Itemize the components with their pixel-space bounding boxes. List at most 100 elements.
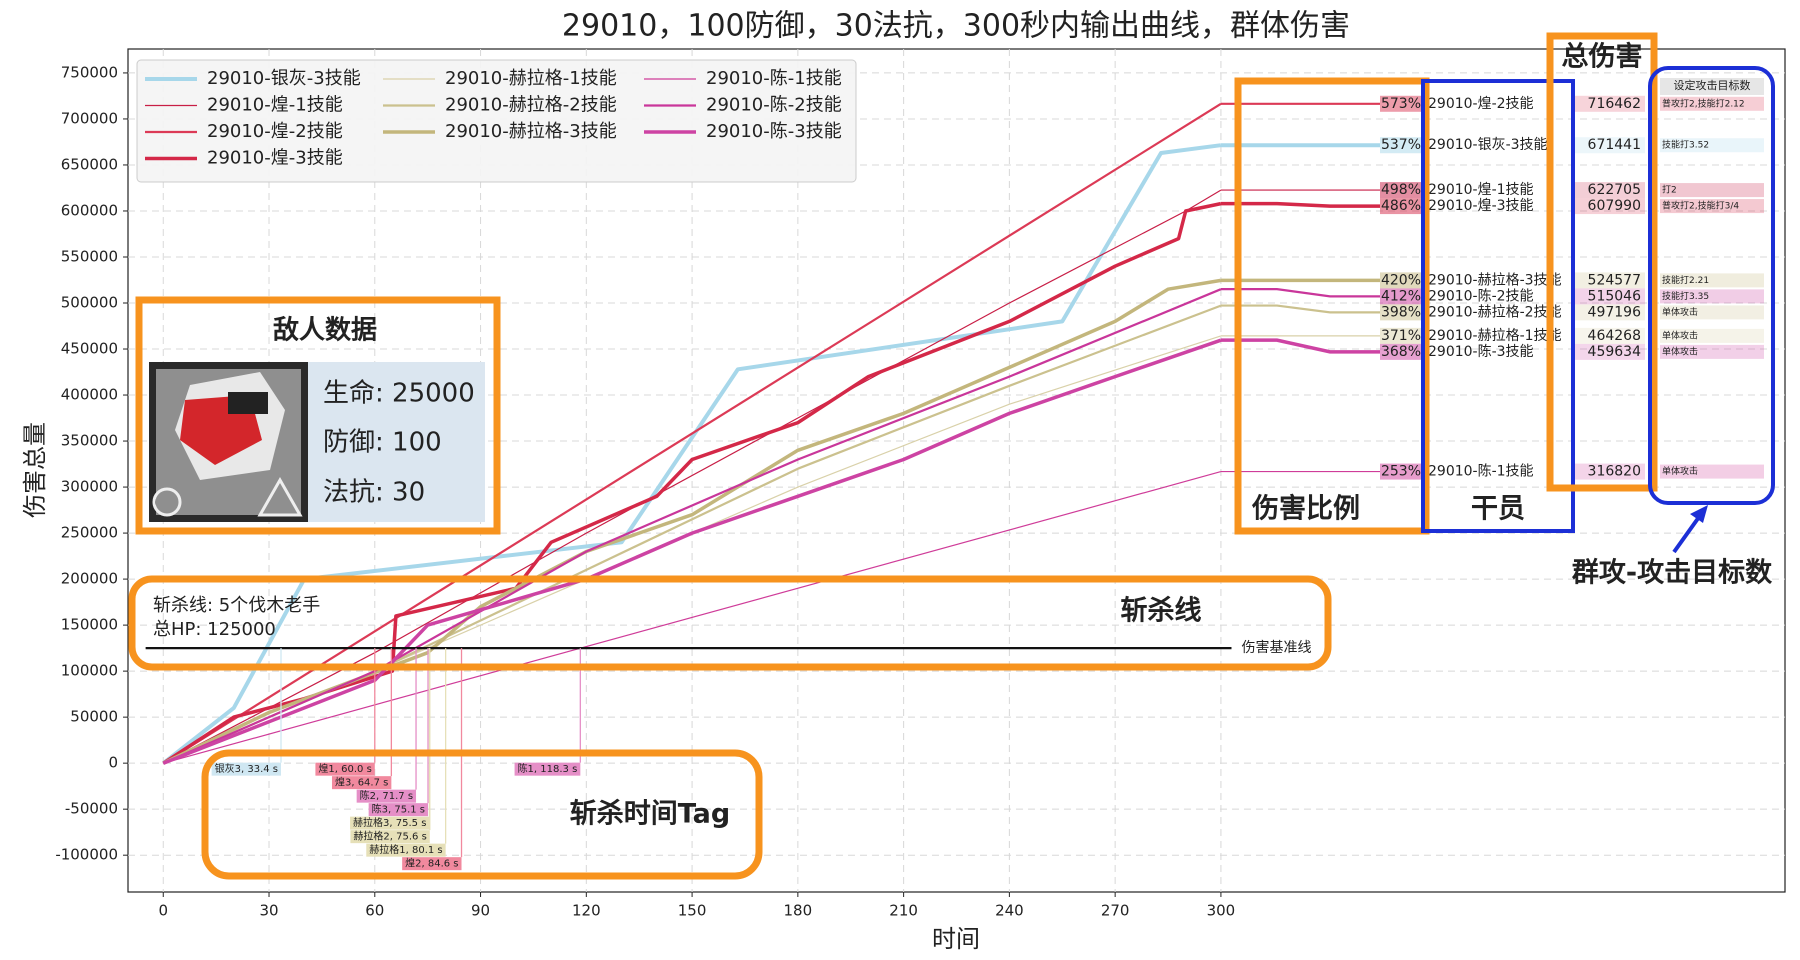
legend-label: 29010-煌-1技能	[207, 95, 343, 116]
total-label: 464268	[1588, 328, 1641, 344]
kill-tag-label: 陈1, 118.3 s	[518, 762, 578, 775]
operator-label: 29010-赫拉格-2技能	[1428, 304, 1562, 320]
enemy-stat-panel	[308, 362, 485, 522]
share-bg	[1380, 198, 1422, 215]
lines	[162, 102, 1222, 765]
total-label: 716462	[1588, 96, 1641, 112]
y-tick-label: 0	[108, 754, 118, 772]
total-box	[1546, 32, 1658, 492]
note-bg	[1660, 305, 1764, 320]
note-label: 技能打3.52	[1662, 139, 1709, 151]
operator-label: 29010-煌-3技能	[1428, 198, 1534, 214]
share-label: 412%	[1381, 288, 1421, 304]
share-bg	[1380, 343, 1422, 360]
legend-entries: 29010-银灰-3技能 29010-煌-1技能 29010-煌-2技能 29010-…	[145, 68, 842, 169]
kill-tag-label: 煌2, 84.6 s	[405, 857, 458, 870]
legend	[136, 59, 857, 183]
total-bg	[1575, 463, 1645, 480]
enemy-stat: 法抗: 30	[323, 478, 425, 508]
annotation: 斩杀时间Tag	[570, 798, 730, 830]
share-bg	[1380, 95, 1422, 112]
y-tick-label: 400000	[61, 386, 118, 404]
kill-tag-bg	[402, 857, 462, 871]
x-tick-label: 270	[1101, 902, 1130, 920]
share-bg	[1380, 272, 1422, 289]
y-tick-label: 300000	[61, 478, 118, 496]
annotation: 斩杀线	[1121, 595, 1202, 627]
legend-label: 29010-陈-2技能	[706, 95, 842, 116]
series-line	[162, 338, 1222, 765]
total-bg	[1575, 95, 1645, 112]
kill-line-box	[128, 575, 1332, 671]
label-connector	[1220, 338, 1380, 354]
note-label: 单体攻击	[1662, 306, 1698, 318]
y-tick-label: 250000	[61, 524, 118, 542]
y-tick-label: 50000	[70, 708, 118, 726]
label-connector	[1220, 304, 1380, 314]
share-label: 537%	[1381, 137, 1421, 153]
total-label: 316820	[1588, 464, 1641, 480]
legend-label: 29010-煌-2技能	[207, 121, 343, 142]
total-label: 497196	[1588, 304, 1642, 320]
legend-label: 29010-赫拉格-3技能	[445, 121, 617, 142]
kill-tag-label: 陈3, 75.1 s	[372, 803, 425, 816]
annotation: 群攻-攻击目标数	[1572, 558, 1773, 589]
note-header: 设定攻击目标数	[1674, 78, 1751, 92]
annotation: 伤害比例	[1251, 493, 1360, 525]
arrow-head	[1690, 505, 1708, 523]
series-line	[163, 471, 1222, 764]
note-label: 普攻打2,技能打2.12	[1662, 97, 1745, 109]
x-axis-label: 时间	[932, 925, 980, 953]
x-tick-label: 0	[158, 902, 168, 920]
note-bg	[1660, 138, 1764, 153]
note-bg	[1660, 273, 1764, 288]
note-label: 技能打3.35	[1662, 290, 1709, 302]
operator-label: 29010-赫拉格-1技能	[1428, 328, 1562, 344]
note-bg	[1660, 183, 1764, 198]
kill-tag-label: 银灰3, 33.4 s	[215, 762, 278, 775]
x-tick-label: 210	[889, 902, 918, 920]
y-tick-label: 200000	[61, 570, 118, 588]
share-bg	[1380, 463, 1422, 480]
operator-label: 29010-煌-2技能	[1428, 96, 1534, 112]
kill-tag-label: 煌1, 60.0 s	[318, 762, 371, 775]
share-bg	[1380, 327, 1422, 344]
portrait-icon	[257, 476, 303, 517]
series-line	[162, 201, 1222, 765]
y-tick-label: 700000	[61, 109, 118, 127]
total-label: 671441	[1588, 137, 1641, 153]
note-header-bg	[1660, 78, 1764, 95]
note-label: 打2	[1662, 184, 1677, 196]
label-connector	[1220, 201, 1380, 208]
enemy-title: 敌人数据	[273, 316, 377, 346]
share-bg	[1380, 182, 1422, 199]
y-tick-label: 450000	[61, 340, 118, 358]
note-label: 单体攻击	[1662, 465, 1698, 477]
legend-label: 29010-赫拉格-2技能	[445, 95, 617, 116]
share-label: 368%	[1381, 344, 1421, 360]
kill-tag-bg	[514, 762, 581, 776]
total-bg	[1575, 272, 1645, 289]
total-bg	[1575, 327, 1645, 344]
total-label: 622705	[1588, 182, 1641, 198]
x-tick-label: 30	[259, 902, 278, 920]
kill-tag-bg	[315, 762, 375, 776]
x-tick-label: 90	[471, 902, 490, 920]
y-tick-label: 750000	[61, 63, 118, 81]
note-bg	[1660, 328, 1764, 343]
share-label: 498%	[1381, 182, 1421, 198]
y-tick-label: 600000	[61, 201, 118, 219]
total-label: 459634	[1588, 344, 1642, 360]
share-label: 253%	[1381, 464, 1421, 480]
y-tick-label: 150000	[61, 616, 118, 634]
kill-tag-bg	[331, 776, 392, 790]
kill-line-label: 伤害基准线	[1241, 639, 1311, 656]
operator-label: 29010-陈-1技能	[1428, 463, 1534, 480]
total-bg	[1575, 343, 1645, 360]
series-line	[162, 288, 1222, 765]
label-connector	[1220, 288, 1380, 298]
share-bg	[1380, 288, 1422, 305]
note-label: 普攻打2,技能打3/4	[1662, 200, 1739, 212]
annotation: 总伤害	[1562, 41, 1643, 73]
